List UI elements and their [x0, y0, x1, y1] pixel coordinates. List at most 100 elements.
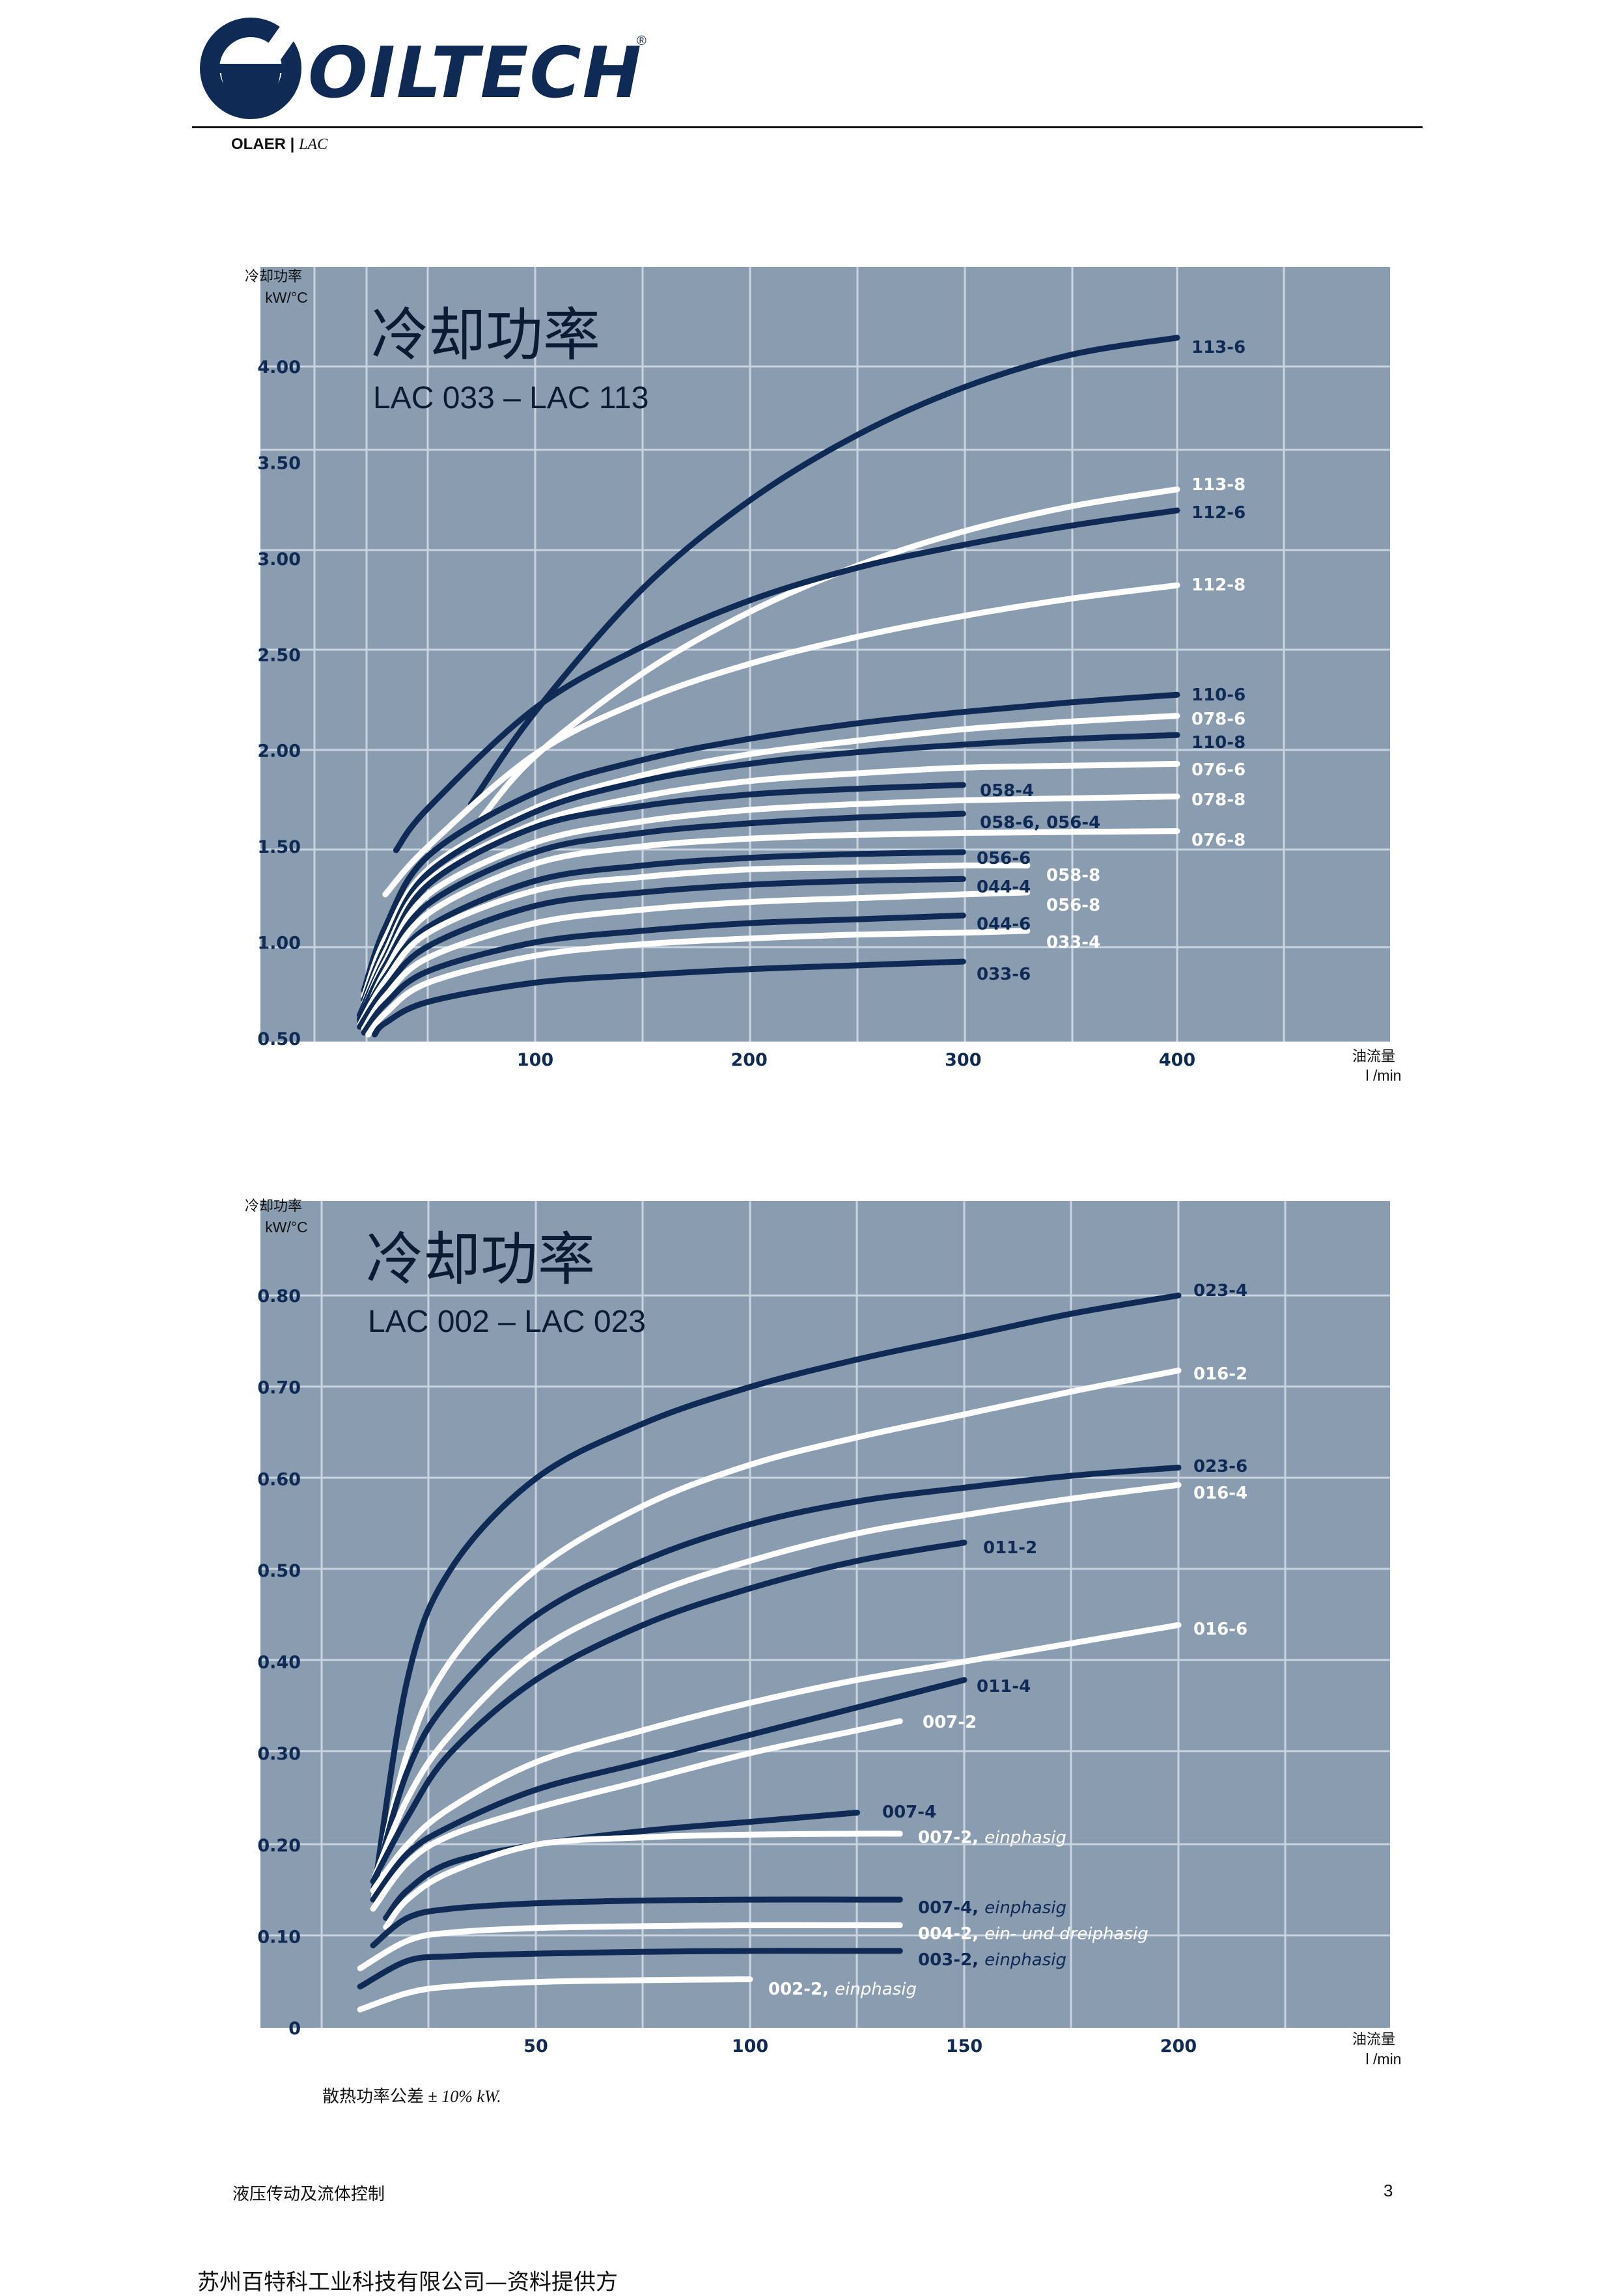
- series-label: 078-8: [1191, 790, 1245, 810]
- series-line-113-8: [479, 486, 1180, 821]
- series-label: 023-4: [1193, 1281, 1247, 1301]
- series-label: 044-4: [977, 878, 1031, 897]
- series-label-code: 007-4,: [918, 1898, 984, 1918]
- series-label: 076-6: [1191, 760, 1245, 780]
- plot-area: [260, 267, 1390, 1042]
- tolerance-note: 散热功率公差 ± 10% kW.: [322, 2083, 501, 2107]
- brand-line: OLAER | LAC: [231, 135, 327, 154]
- series-label: 076-8: [1191, 831, 1245, 850]
- company-credit: 苏州百特科工业科技有限公司—资料提供方: [197, 2269, 618, 2295]
- series-line-112-8: [382, 582, 1180, 898]
- chart-subtitle: LAC 002 – LAC 023: [368, 1305, 646, 1339]
- y-tick-label: 0: [288, 2019, 301, 2039]
- y-tick-label: 2.50: [257, 645, 301, 665]
- series-label: 112-6: [1191, 503, 1245, 523]
- series-line-004-2-ein-und-dreiphasig: [357, 1922, 903, 1972]
- series-label: 044-6: [977, 915, 1031, 934]
- oiltech-logo-icon: [200, 18, 301, 119]
- series-label: 023-6: [1193, 1457, 1247, 1476]
- axis-ticks: 0 0.10 0.20 0.30 0.40 0.50 0.60 0.70 0.80 50 100 15…: [257, 1286, 1197, 2056]
- series-label: 011-2: [983, 1538, 1037, 1558]
- brand-sub: LAC: [299, 136, 328, 153]
- y-tick-label: 0.70: [257, 1378, 301, 1398]
- series-label: 056-6: [977, 849, 1031, 868]
- x-tick-label: 300: [945, 1050, 981, 1070]
- y-axis-unit: kW/°C: [265, 1219, 307, 1236]
- y-tick-label: 3.00: [257, 549, 301, 570]
- x-axis-label: 油流量: [1352, 2031, 1395, 2047]
- x-tick-label: 100: [517, 1050, 553, 1070]
- series-line-007-4: [383, 1810, 860, 1921]
- series-line-076-6: [361, 760, 1180, 1007]
- series-label: 016-6: [1193, 1620, 1247, 1639]
- brand-separator: |: [286, 135, 299, 153]
- series-label: 003-2, einphasig: [918, 1950, 1066, 1970]
- series-line-056-8: [361, 889, 1031, 1032]
- series-line-007-2: [370, 1718, 903, 1912]
- y-tick-label: 0.30: [257, 1744, 301, 1764]
- series-labels: 023-4016-2023-6016-4011-2016-6011-4007-2…: [768, 1281, 1247, 1999]
- x-axis-unit: l /min: [1366, 2051, 1402, 2068]
- y-tick-label: 0.20: [257, 1836, 301, 1856]
- series-label: 110-8: [1191, 733, 1245, 753]
- series-label-code: 002-2,: [768, 1980, 835, 1999]
- series-line-078-8: [361, 794, 1180, 1013]
- series-line-076-8: [361, 828, 1180, 1022]
- series-label-code: 003-2,: [918, 1950, 984, 1970]
- series-line-023-4: [370, 1292, 1182, 1903]
- series-label: 058-4: [980, 781, 1034, 801]
- series-label: 033-4: [1046, 933, 1100, 952]
- series-line-056-6: [357, 849, 966, 1026]
- y-tick-label: 0.40: [257, 1653, 301, 1673]
- series-label: 016-4: [1193, 1484, 1247, 1503]
- y-tick-label: 1.50: [257, 837, 301, 857]
- logo-wordmark: OILTECH: [308, 33, 643, 114]
- series-labels: 113-6 113-8 112-6 112-8 110-6 078-6 110-8 076-6…: [977, 338, 1245, 984]
- series-line-110-8: [361, 732, 1180, 1003]
- chart-subtitle: LAC 033 – LAC 113: [373, 381, 648, 415]
- series-label: 056-8: [1046, 896, 1100, 915]
- series-label: 113-6: [1191, 338, 1245, 357]
- series-label: 007-4: [882, 1803, 936, 1822]
- series-line-112-6: [393, 507, 1180, 853]
- series-line-033-6: [372, 958, 966, 1038]
- tolerance-value: 10% kW.: [441, 2087, 501, 2106]
- y-tick-label: 0.10: [257, 1927, 301, 1947]
- brand-main: OLAER: [231, 135, 286, 153]
- y-tick-label: 0.50: [257, 1561, 301, 1581]
- series-line-007-2-einphasig: [383, 1831, 903, 1930]
- series-label: 058-6, 056-4: [980, 813, 1100, 833]
- series-label-note: einphasig: [984, 1898, 1066, 1918]
- y-tick-label: 1.00: [257, 934, 301, 954]
- series-line-113-6: [467, 335, 1180, 807]
- series-label-code: 004-2,: [918, 1924, 984, 1944]
- series-label: 016-2: [1193, 1364, 1247, 1384]
- series-label: 007-4, einphasig: [918, 1898, 1066, 1918]
- x-tick-label: 200: [730, 1050, 767, 1070]
- series-label: 007-2: [923, 1713, 977, 1732]
- grid: [260, 267, 1390, 1042]
- series-line-058-8: [357, 862, 1031, 1028]
- series-label: 078-6: [1191, 710, 1245, 729]
- x-axis-unit: l /min: [1366, 1067, 1402, 1084]
- series-label: 007-2, einphasig: [918, 1828, 1066, 1847]
- series-label: 011-4: [977, 1677, 1031, 1696]
- chart-title: 冷却功率: [366, 1226, 595, 1293]
- series-line-058-4: [357, 782, 966, 1019]
- series-line-044-4: [357, 876, 966, 1030]
- series-label: 058-8: [1046, 866, 1100, 885]
- series-label-note: einphasig: [984, 1950, 1066, 1970]
- registered-mark: ®: [637, 34, 647, 48]
- header-divider: [192, 126, 1423, 128]
- plot-area: [260, 1201, 1390, 2028]
- page-header: OILTECH ® OLAER | LAC: [192, 8, 1429, 158]
- x-tick-label: 400: [1159, 1050, 1195, 1070]
- series-line-016-2: [370, 1367, 1182, 1903]
- series-line-058-6-056-4: [357, 810, 966, 1022]
- chart-title: 冷却功率: [371, 301, 600, 368]
- x-tick-label: 200: [1160, 2036, 1197, 2056]
- series-label: 110-6: [1191, 685, 1245, 705]
- grid: [260, 1201, 1390, 2028]
